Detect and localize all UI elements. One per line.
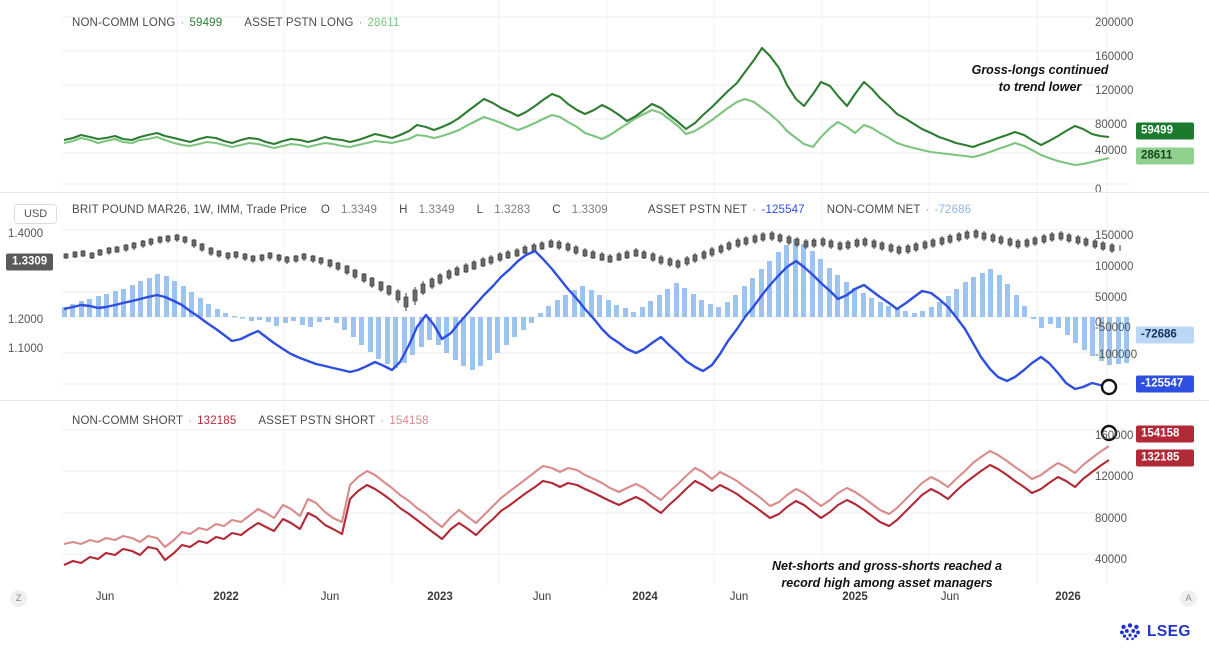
lseg-logo-icon xyxy=(1120,623,1140,641)
plot-gross-shorts xyxy=(62,401,1130,585)
legend-item-non-comm-long[interactable]: NON-COMM LONG · 59499 xyxy=(72,17,222,29)
legend-label: NON-COMM LONG xyxy=(72,17,176,29)
legend-top: NON-COMM LONG · 59499 ASSET PSTN LONG · … xyxy=(72,17,422,29)
legend-label: NON-COMM SHORT xyxy=(72,415,184,427)
lseg-wordmark: LSEG xyxy=(1147,622,1191,640)
value-badge-non-comm-short: 132185 xyxy=(1136,449,1194,467)
plot-gross-longs xyxy=(62,0,1130,192)
vertical-gridlines xyxy=(176,401,1108,585)
series-non-comm-short xyxy=(63,459,1110,566)
legend-item-non-comm-short[interactable]: NON-COMM SHORT · 132185 xyxy=(72,415,236,427)
zoom-button-left[interactable]: Z xyxy=(10,590,27,607)
auto-scale-button-right[interactable]: A xyxy=(1180,590,1197,607)
price-tick: 1.2000 xyxy=(8,314,44,326)
gridlines xyxy=(62,429,1130,555)
x-tick-2026: 2026 xyxy=(1055,591,1081,603)
lseg-branding: LSEG xyxy=(1119,622,1191,641)
gross-shorts-svg xyxy=(62,401,1130,585)
legend-middle: BRIT POUND MAR26, 1W, IMM, Trade Price O… xyxy=(72,204,993,216)
x-tick-jun-2024: Jun xyxy=(729,591,749,603)
legend-separator: · xyxy=(358,17,363,29)
axis-right-bottom[interactable]: 160000 120000 80000 40000 154158 132185 xyxy=(1095,401,1209,585)
legend-value: 132185 xyxy=(197,415,237,427)
series-asset-pstn-short xyxy=(63,445,1110,549)
legend-item-asset-pstn-short[interactable]: ASSET PSTN SHORT · 154158 xyxy=(258,415,428,427)
legend-label: ASSET PSTN SHORT xyxy=(258,415,376,427)
value-badge-non-comm-net: -72686 xyxy=(1136,326,1194,344)
legend-label: NON-COMM NET xyxy=(826,204,921,216)
legend-value: 59499 xyxy=(189,17,223,29)
panel-divider-middle xyxy=(0,400,1209,401)
plot-net-positioning xyxy=(62,193,1130,400)
ohlc-close: C 1.3309 xyxy=(552,204,608,216)
panel-net-positioning: USD BRIT POUND MAR26, 1W, IMM, Trade Pri… xyxy=(0,193,1209,590)
gridlines xyxy=(62,229,1130,385)
vertical-gridlines xyxy=(176,0,1108,192)
legend-item-asset-pstn-long[interactable]: ASSET PSTN LONG · 28611 xyxy=(244,17,399,29)
instrument-name: BRIT POUND MAR26, 1W, IMM, Trade Price xyxy=(72,204,307,216)
panel-gross-longs: NON-COMM LONG · 59499 ASSET PSTN LONG · … xyxy=(0,0,1209,196)
ohlc-values: O 1.3349 H 1.3349 L 1.3283 C 1.3309 xyxy=(321,204,630,216)
legend-value: 154158 xyxy=(389,415,429,427)
legend-value: -125547 xyxy=(761,204,805,216)
ohlc-open: O 1.3349 xyxy=(320,204,378,216)
price-tick: 1.1000 xyxy=(8,343,44,355)
legend-item-non-comm-net[interactable]: NON-COMM NET · -72686 xyxy=(827,204,972,216)
marker-asset-pstn-net-last xyxy=(1100,378,1118,396)
legend-label: ASSET PSTN NET xyxy=(647,204,748,216)
annotation-line-2: record high among asset managers xyxy=(781,575,993,590)
legend-value: 28611 xyxy=(367,17,400,29)
x-tick-jun-2023: Jun xyxy=(532,591,552,603)
ohlc-low: L 1.3283 xyxy=(476,204,531,216)
legend-value: -72686 xyxy=(934,204,972,216)
zoom-button-left-label: Z xyxy=(15,593,22,604)
x-tick-jun-2021: Jun xyxy=(95,591,115,603)
panel-gross-shorts: NON-COMM SHORT · 132185 ASSET PSTN SHORT… xyxy=(0,401,1209,585)
legend-label: ASSET PSTN LONG xyxy=(244,17,354,29)
annotation-gross-longs: Gross-longs continued to trend lower xyxy=(940,62,1140,96)
legend-separator: · xyxy=(380,415,385,427)
x-axis[interactable]: Z Jun 2022 Jun 2023 Jun 2024 Jun 2025 Ju… xyxy=(0,587,1209,615)
net-positioning-svg xyxy=(62,193,1130,400)
axis-right-top[interactable]: 200000 160000 120000 80000 40000 0 59499… xyxy=(1095,0,1209,196)
legend-separator: · xyxy=(925,204,930,216)
x-tick-2024: 2024 xyxy=(632,591,658,603)
annotation-net-shorts: Net-shorts and gross-shorts reached a re… xyxy=(742,558,1032,592)
value-badge-asset-pstn-net: -125547 xyxy=(1136,375,1194,393)
value-badge-asset-pstn-long: 28611 xyxy=(1136,147,1194,165)
legend-bottom: NON-COMM SHORT · 132185 ASSET PSTN SHORT… xyxy=(72,415,451,427)
ohlc-high: H 1.3349 xyxy=(399,204,455,216)
gridlines xyxy=(62,16,1130,185)
annotation-line-1: Net-shorts and gross-shorts reached a xyxy=(772,559,1002,573)
x-tick-2023: 2023 xyxy=(427,591,453,603)
auto-scale-button-label: A xyxy=(1185,593,1192,604)
panel-divider-top xyxy=(0,192,1209,193)
gross-longs-svg xyxy=(62,0,1130,192)
legend-separator: · xyxy=(752,204,757,216)
candle-bodies xyxy=(63,230,1115,308)
series-asset-pstn-net-line xyxy=(63,249,1110,391)
x-tick-jun-2025: Jun xyxy=(940,591,960,603)
annotation-line-1: Gross-longs continued xyxy=(971,63,1109,77)
value-badge-asset-pstn-short: 154158 xyxy=(1136,425,1194,443)
annotation-line-2: to trend lower xyxy=(998,79,1082,94)
currency-text: USD xyxy=(24,208,48,220)
series-non-comm-long xyxy=(63,46,1110,149)
price-tick: 1.4000 xyxy=(8,228,44,240)
legend-separator: · xyxy=(180,17,185,29)
axis-right-middle[interactable]: 150000 100000 50000 0 -50000 -100000 -72… xyxy=(1095,193,1209,400)
x-tick-2022: 2022 xyxy=(213,591,239,603)
value-badge-non-comm-long: 59499 xyxy=(1136,122,1194,140)
series-asset-pstn-long xyxy=(63,97,1110,167)
x-tick-jun-2022: Jun xyxy=(320,591,340,603)
axis-left-price[interactable]: 1.4000 1.3000 1.2000 1.1000 1.3309 xyxy=(0,193,62,400)
currency-label: USD xyxy=(14,204,58,224)
marker-asset-pstn-short-last xyxy=(1100,424,1118,442)
x-tick-2025: 2025 xyxy=(842,591,868,603)
series-non-comm-net-bars xyxy=(62,239,1129,370)
legend-item-asset-pstn-net[interactable]: ASSET PSTN NET · -125547 xyxy=(648,204,805,216)
price-badge-last: 1.3309 xyxy=(6,253,54,271)
legend-separator: · xyxy=(188,415,193,427)
instrument-title[interactable]: BRIT POUND MAR26, 1W, IMM, Trade Price xyxy=(72,204,307,216)
